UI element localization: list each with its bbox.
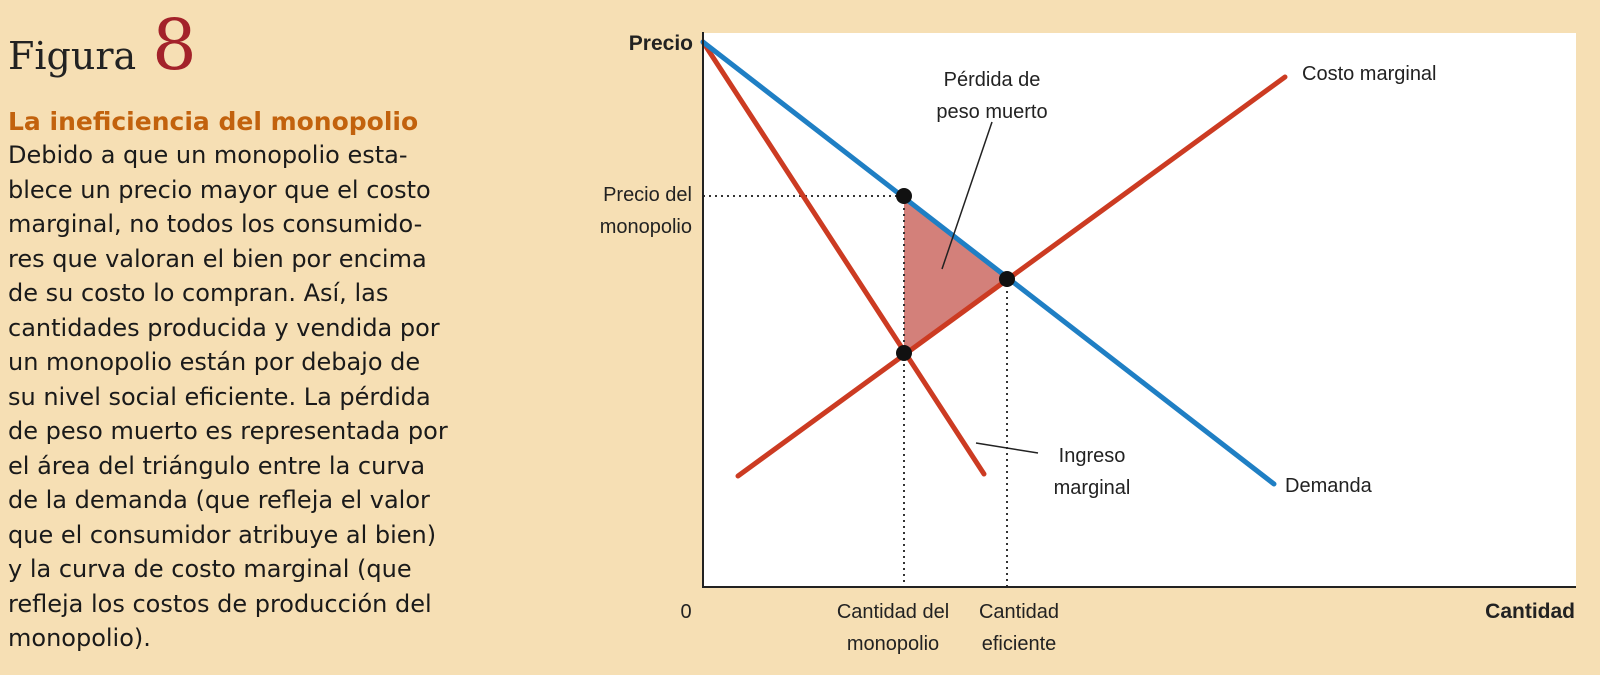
plot-area xyxy=(703,33,1576,587)
caption-line: un monopolio están por debajo de xyxy=(8,348,421,376)
marginal-revenue-label: Ingreso xyxy=(1059,445,1126,467)
monopoly-price-label: Precio del xyxy=(603,184,692,206)
monopoly-outcome-point xyxy=(896,188,912,204)
marginal-revenue-label: marginal xyxy=(1054,477,1131,499)
marginal-cost-label: Costo marginal xyxy=(1302,63,1437,85)
monopoly-quantity-label: Cantidad del xyxy=(837,601,949,623)
figure-caption: Debido a que un monopolio esta- blece un… xyxy=(8,138,498,656)
caption-line: res que valoran el bien por encima xyxy=(8,244,427,273)
demand-label: Demanda xyxy=(1285,475,1373,497)
marginal-revenue-curve xyxy=(700,39,987,477)
origin-label: 0 xyxy=(680,601,691,623)
marginal-revenue-leader xyxy=(975,442,1039,454)
monopoly-quantity-label: monopolio xyxy=(847,633,939,655)
x-axis-label: Cantidad xyxy=(1485,600,1575,623)
figure-number: 8 xyxy=(152,4,197,86)
caption-line: blece un precio mayor que el costo xyxy=(8,175,431,204)
mr-mc-intersection-point xyxy=(896,345,912,361)
y-axis-label: Precio xyxy=(629,32,693,55)
caption-line: que el consumidor atribuye al bien) xyxy=(8,520,437,549)
caption-line: y la curva de costo marginal (que xyxy=(8,555,412,583)
caption-line: de su costo lo compran. Así, las xyxy=(8,279,389,307)
deadweight-loss-leader xyxy=(941,121,993,270)
caption-line: cantidades producida y vendida por xyxy=(8,313,440,342)
caption-line: refleja los costos de producción del xyxy=(8,589,432,618)
caption-line: marginal, no todos los consumido- xyxy=(8,210,423,238)
caption-line: su nivel social eficiente. La pérdida xyxy=(8,382,431,411)
demand-curve xyxy=(700,39,1277,487)
deadweight-loss-area xyxy=(904,196,1007,353)
deadweight-loss-label: peso muerto xyxy=(936,101,1047,123)
figure-heading: Figura 8 xyxy=(8,10,498,84)
efficient-outcome-point xyxy=(999,271,1015,287)
caption-panel: Figura 8 La ineficiencia del monopolio D… xyxy=(8,10,498,656)
figure-label: Figura xyxy=(8,34,137,78)
efficient-quantity-label: Cantidad xyxy=(979,601,1059,623)
caption-line: Debido a que un monopolio esta- xyxy=(8,141,408,169)
caption-line: el área del triángulo entre la curva xyxy=(8,451,426,480)
efficient-quantity-label: eficiente xyxy=(982,633,1057,655)
monopoly-price-label: monopolio xyxy=(600,216,692,238)
deadweight-loss-label: Pérdida de xyxy=(944,69,1041,91)
caption-line: monopolio). xyxy=(8,624,151,652)
caption-line: de la demanda (que refleja el valor xyxy=(8,486,430,514)
figure-title: La ineficiencia del monopolio xyxy=(8,107,419,136)
caption-line: de peso muerto es representada por xyxy=(8,417,448,445)
